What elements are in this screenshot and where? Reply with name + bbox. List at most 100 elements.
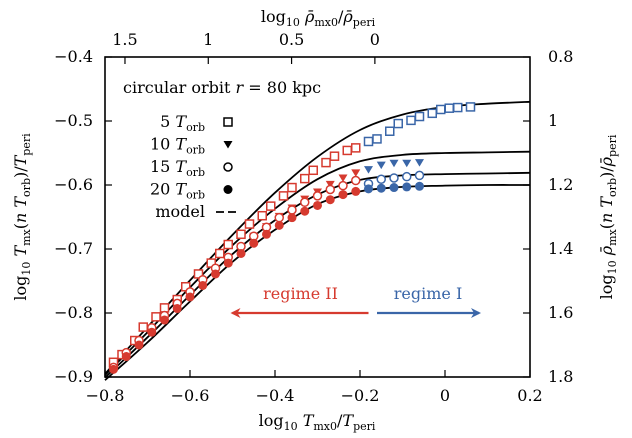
data-point-series1 [138,322,148,332]
data-point-series4 [109,364,118,374]
y-tick-label: −0.6 [54,175,93,194]
data-point-series4 [338,190,348,200]
data-point-series4 [223,258,233,268]
data-point-series3 [312,191,323,201]
data-point-series4 [313,200,322,210]
top-tick-label: 1.5 [112,30,137,49]
circular-orbit-note: circular orbit r = 80 kpc [123,78,321,97]
data-point-series1 [329,151,340,161]
right-tick-label: 0.8 [548,47,573,66]
data-point-series1 [406,115,416,126]
data-point-series4 [134,340,144,350]
legend-label: 10 Torb [150,135,205,157]
data-point-series1 [266,201,276,211]
right-tick-label: 1 [548,111,558,130]
right-tick-label: 1.2 [548,175,573,194]
data-point-series2 [402,159,412,168]
data-point-series1 [351,143,361,153]
data-point-series3 [287,205,297,215]
legend-marker [223,117,233,127]
data-point-series4 [211,269,220,279]
data-point-series3 [376,174,386,184]
data-point-series1 [465,102,476,112]
x-tick-label: 0.2 [517,386,542,405]
x-tick-label: −0.4 [256,386,295,405]
data-point-series1 [393,118,403,129]
data-point-series1 [414,111,425,122]
top-tick-label: 0.5 [279,30,304,49]
y-tick-label: −0.4 [54,47,93,66]
data-point-series4 [415,181,424,191]
data-point-series2 [325,180,335,189]
data-point-series1 [436,104,446,115]
data-points [108,102,476,374]
data-point-series1 [321,157,331,168]
data-point-series1 [342,145,352,156]
x-axis-label: log10 Tmx0/Tperi [259,411,376,433]
x-tick-label: 0 [440,386,450,405]
data-point-series2 [415,159,424,167]
regime-label: regime II [263,284,338,303]
data-point-series3 [338,180,348,191]
legend-label: 15 Torb [150,157,205,179]
data-point-series4 [185,292,195,302]
data-point-series1 [257,210,267,221]
legend-marker [223,141,233,149]
right-axis-label: log10 ρ̄mx(n Torb)/ρ̄peri [597,134,619,299]
data-point-series1 [151,312,161,322]
data-point-series1 [372,134,382,144]
data-point-series4 [402,182,412,192]
data-point-series1 [278,191,289,201]
data-point-series4 [376,183,386,193]
y-tick-label: −0.7 [54,239,93,258]
data-point-series4 [325,195,335,205]
data-point-series1 [215,248,225,259]
x-tick-label: −0.8 [86,386,125,405]
data-point-series1 [427,108,437,119]
top-tick-label: 0 [370,30,380,49]
data-point-series3 [274,212,284,223]
right-tick-label: 1.6 [548,303,573,322]
data-point-series3 [300,197,310,208]
y-axis-label: log10 Tmx(n Torb)/Tperi [11,133,33,301]
data-point-series4 [389,183,399,193]
data-point-series1 [300,173,310,184]
y-tick-label: −0.9 [54,367,93,386]
legend-label: 5 Torb [160,112,205,134]
right-tick-label: 1.8 [548,367,573,386]
right-tick-label: 1.4 [548,239,573,258]
data-point-series4 [274,220,284,230]
annotations: regime II regime I [230,284,481,318]
data-point-series2 [351,169,361,177]
legend-label: model [155,202,205,221]
data-point-series2 [376,161,386,170]
data-point-series1 [223,239,233,250]
data-point-series1 [236,229,246,240]
x-tick-label: −0.6 [171,386,210,405]
x-tick-label: −0.2 [341,386,380,405]
data-point-series4 [249,238,259,248]
y-tick-label: −0.5 [54,111,93,130]
data-point-series1 [244,219,255,229]
data-point-series4 [262,229,271,239]
data-point-series1 [453,102,463,113]
data-point-series4 [287,213,297,223]
data-point-series1 [287,182,297,193]
data-point-series4 [236,248,246,258]
regime-label: regime I [394,284,463,303]
data-point-series1 [159,303,170,313]
data-point-series3 [402,171,412,182]
legend-marker [223,185,233,194]
data-point-series3 [389,173,399,183]
data-point-series4 [147,327,157,337]
data-point-series2 [389,159,399,168]
data-point-series2 [338,174,348,182]
axis-ticks: −0.8 −0.6 −0.4 −0.2 0 0.2−0.9−0.8−0.7−0.6−0.5… [54,30,573,405]
legend-marker [223,162,233,172]
data-point-series4 [160,315,169,325]
top-tick-label: 1 [203,30,213,49]
data-point-series1 [385,126,395,136]
data-point-series1 [363,136,374,147]
data-point-series3 [414,170,425,181]
